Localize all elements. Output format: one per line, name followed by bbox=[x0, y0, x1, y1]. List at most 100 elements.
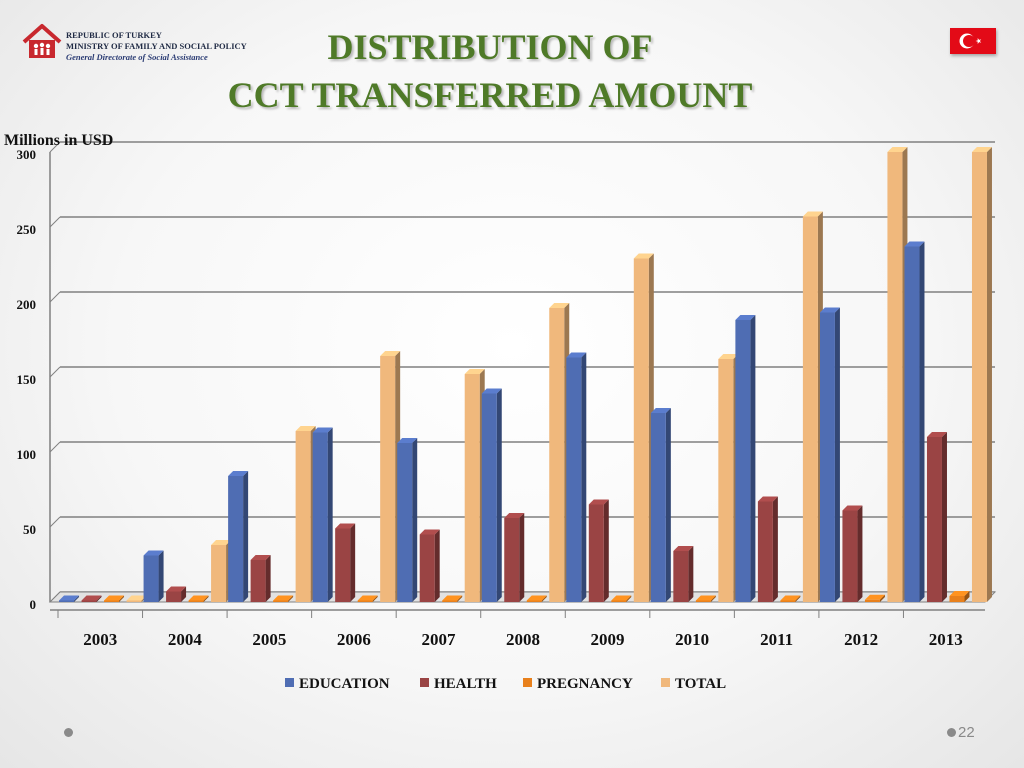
bar-front bbox=[971, 152, 987, 602]
bar-front bbox=[166, 591, 182, 602]
bar-health-2013 bbox=[926, 432, 947, 602]
bar-side bbox=[372, 595, 378, 602]
bar-education-2003 bbox=[59, 595, 80, 602]
bar-total-2009 bbox=[633, 253, 654, 602]
bar-health-2007 bbox=[419, 529, 440, 602]
bar-front bbox=[442, 600, 458, 602]
bar-side bbox=[541, 595, 547, 602]
x-tick-label: 2007 bbox=[421, 630, 456, 649]
bar-top bbox=[211, 540, 232, 545]
y-tick-label: 200 bbox=[17, 297, 37, 312]
legend-label-health: HEALTH bbox=[434, 676, 497, 692]
legend-swatch-pregnancy bbox=[523, 678, 532, 687]
bar-education-2010 bbox=[650, 408, 671, 602]
bar-top bbox=[104, 595, 125, 601]
bar-health-2006 bbox=[335, 523, 356, 602]
x-tick-label: 2013 bbox=[929, 630, 963, 649]
y-tick-label: 250 bbox=[17, 222, 37, 237]
bar-top bbox=[312, 427, 333, 433]
bar-side bbox=[265, 555, 271, 602]
bar-top bbox=[549, 303, 570, 308]
bar-top bbox=[481, 388, 502, 394]
turkey-flag-icon bbox=[950, 28, 996, 54]
bar-top bbox=[81, 595, 102, 601]
x-tick-label: 2006 bbox=[337, 630, 371, 649]
bar-top bbox=[780, 595, 801, 601]
bar-front bbox=[464, 374, 480, 602]
bar-side bbox=[350, 523, 356, 602]
bar-front bbox=[864, 599, 880, 602]
bar-top bbox=[819, 307, 840, 313]
x-tick-label: 2012 bbox=[844, 630, 878, 649]
bar-side bbox=[964, 591, 970, 602]
bar-side bbox=[412, 438, 418, 602]
bar-top bbox=[926, 432, 947, 437]
footer-dot-left bbox=[64, 728, 73, 737]
bar-side bbox=[519, 513, 525, 602]
bar-front bbox=[650, 413, 666, 602]
bar-front bbox=[926, 437, 942, 602]
bar-top bbox=[397, 438, 418, 443]
bar-front bbox=[504, 518, 520, 602]
bar-front bbox=[588, 504, 604, 602]
y-tick-label: 150 bbox=[17, 372, 37, 387]
bar-side bbox=[772, 496, 778, 602]
footer-dot-right bbox=[947, 728, 956, 737]
bar-top bbox=[971, 147, 992, 152]
bar-top bbox=[335, 523, 356, 529]
bar-front bbox=[81, 600, 97, 602]
bar-top bbox=[802, 211, 823, 217]
y-tick-label: 0 bbox=[30, 597, 37, 612]
bar-pregnancy-2003 bbox=[104, 595, 125, 602]
bar-front bbox=[904, 246, 920, 602]
ministry-logo-icon bbox=[22, 24, 62, 58]
bar-top bbox=[419, 529, 440, 535]
bar-education-2007 bbox=[397, 438, 418, 602]
bar-front bbox=[419, 534, 435, 602]
bar-top bbox=[887, 147, 908, 152]
y-tick-label: 300 bbox=[17, 147, 37, 162]
bar-pregnancy-2006 bbox=[357, 595, 378, 602]
bar-front bbox=[104, 600, 120, 602]
bar-top bbox=[250, 555, 271, 560]
bar-total-2004 bbox=[211, 540, 232, 602]
bar-total-2008 bbox=[549, 303, 570, 602]
bar-top bbox=[59, 595, 80, 601]
bar-front bbox=[380, 356, 396, 602]
bar-top bbox=[864, 594, 885, 600]
bar-top bbox=[464, 369, 485, 374]
slide-title-line2: CCT TRANSFERRED AMOUNT bbox=[227, 75, 753, 115]
y-tick-label: 50 bbox=[23, 522, 36, 537]
bar-side bbox=[74, 595, 80, 602]
bar-top bbox=[166, 586, 187, 592]
bar-top bbox=[842, 505, 863, 511]
bar-front bbox=[566, 357, 582, 602]
bar-top bbox=[633, 253, 654, 259]
bar-top bbox=[188, 595, 209, 601]
bar-total-2005 bbox=[295, 426, 316, 602]
bar-side bbox=[119, 595, 125, 602]
bar-top bbox=[526, 595, 547, 601]
bar-education-2013 bbox=[904, 241, 925, 602]
bar-side bbox=[626, 595, 632, 602]
y-axis-title: Millions in USD bbox=[4, 132, 113, 149]
bar-pregnancy-2004 bbox=[188, 595, 209, 602]
legend-label-total: TOTAL bbox=[675, 676, 726, 692]
bar-side bbox=[857, 505, 863, 602]
bar-front bbox=[357, 600, 373, 602]
x-tick-label: 2005 bbox=[252, 630, 286, 649]
bar-top bbox=[504, 513, 525, 518]
bar-top bbox=[442, 595, 463, 601]
legend-label-pregnancy: PREGNANCY bbox=[537, 676, 633, 692]
y-tick-label: 100 bbox=[17, 447, 37, 462]
bar-side bbox=[986, 147, 992, 602]
bar-pregnancy-2005 bbox=[273, 595, 294, 602]
bar-education-2008 bbox=[481, 388, 502, 602]
bar-front bbox=[887, 152, 903, 602]
bar-total-2011 bbox=[802, 211, 823, 602]
bar-front bbox=[143, 555, 159, 602]
bar-side bbox=[496, 388, 502, 602]
org-line-directorate: General Directorate of Social Assistance bbox=[66, 52, 208, 62]
bar-top bbox=[735, 315, 756, 320]
